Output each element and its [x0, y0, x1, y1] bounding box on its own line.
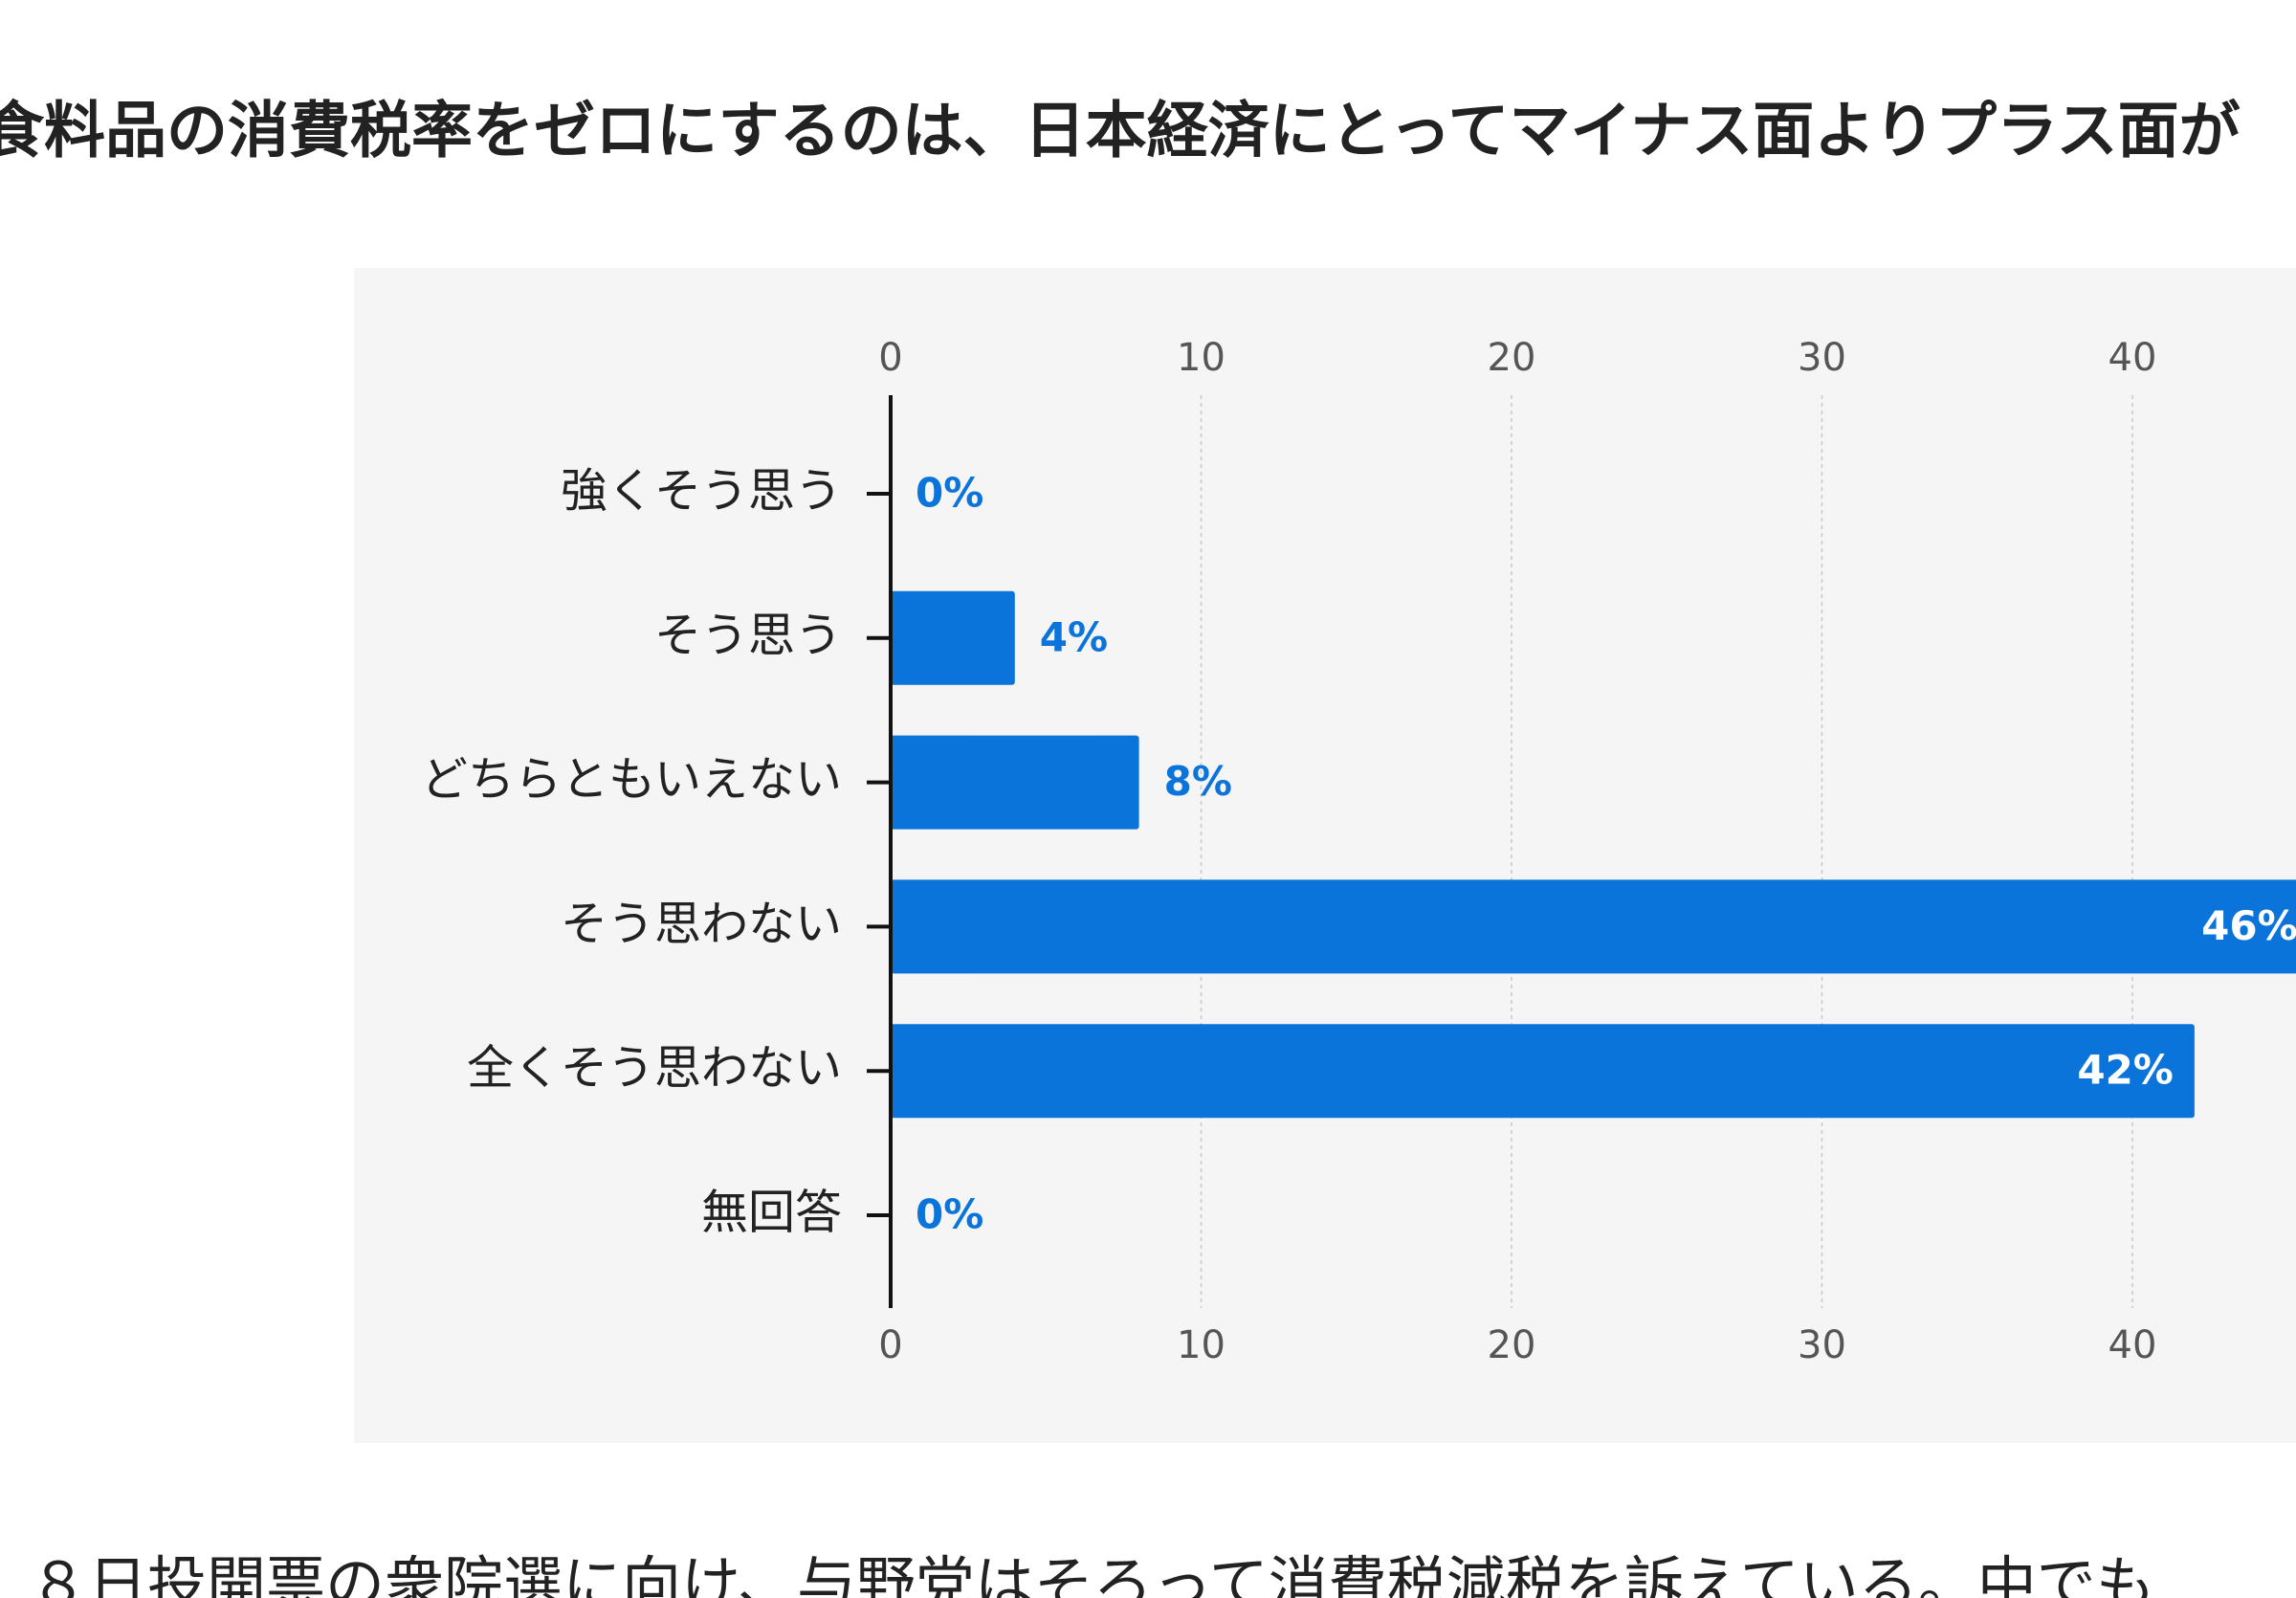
value-label: 8% [1164, 758, 1232, 805]
x-tick-label-bottom: 0 [878, 1323, 902, 1367]
y-tick-label: そう思う [654, 608, 842, 662]
y-tick-label: どちらともいえない [421, 752, 842, 807]
y-tick-label: 無回答 [701, 1186, 842, 1240]
value-label: 42% [2077, 1047, 2174, 1094]
x-tick-label-bottom: 40 [2108, 1323, 2157, 1367]
value-label: 4% [1040, 613, 1108, 660]
y-tick-label: 強くそう思う [561, 464, 842, 519]
y-tick-label: 全くそう思わない [467, 1041, 842, 1096]
bar [891, 879, 2296, 974]
plot: 0 0 10 10 20 20 30 30 40 40 0% 強くそう思う 4% そう思う 8% どちらともい… [421, 336, 2296, 1367]
x-tick-label-bottom: 30 [1798, 1323, 1846, 1367]
x-tick-label-top: 0 [878, 336, 902, 380]
y-tick-label: そう思わない [561, 897, 842, 951]
bar [891, 1024, 2195, 1119]
value-label: 46% [2201, 902, 2296, 949]
value-label: 0% [916, 470, 983, 517]
x-tick-label-top: 10 [1177, 336, 1225, 380]
value-label: 0% [916, 1191, 983, 1238]
bar [891, 590, 1015, 685]
x-tick-label-top: 20 [1488, 336, 1536, 380]
body-text: ８日投開票の衆院選に向け、与野党はそろって消費税減税を訴えている。中でも [29, 1549, 2155, 1598]
chart-title: 食料品の消費税率をゼロにするのは、日本経済にとってマイナス面よりプラス面が [0, 97, 2241, 167]
x-tick-label-top: 30 [1798, 336, 1846, 380]
bar [891, 735, 1139, 830]
x-tick-label-bottom: 10 [1177, 1323, 1225, 1367]
chart-panel [354, 268, 2296, 1443]
x-tick-label-top: 40 [2108, 336, 2157, 380]
x-tick-label-bottom: 20 [1488, 1323, 1536, 1367]
